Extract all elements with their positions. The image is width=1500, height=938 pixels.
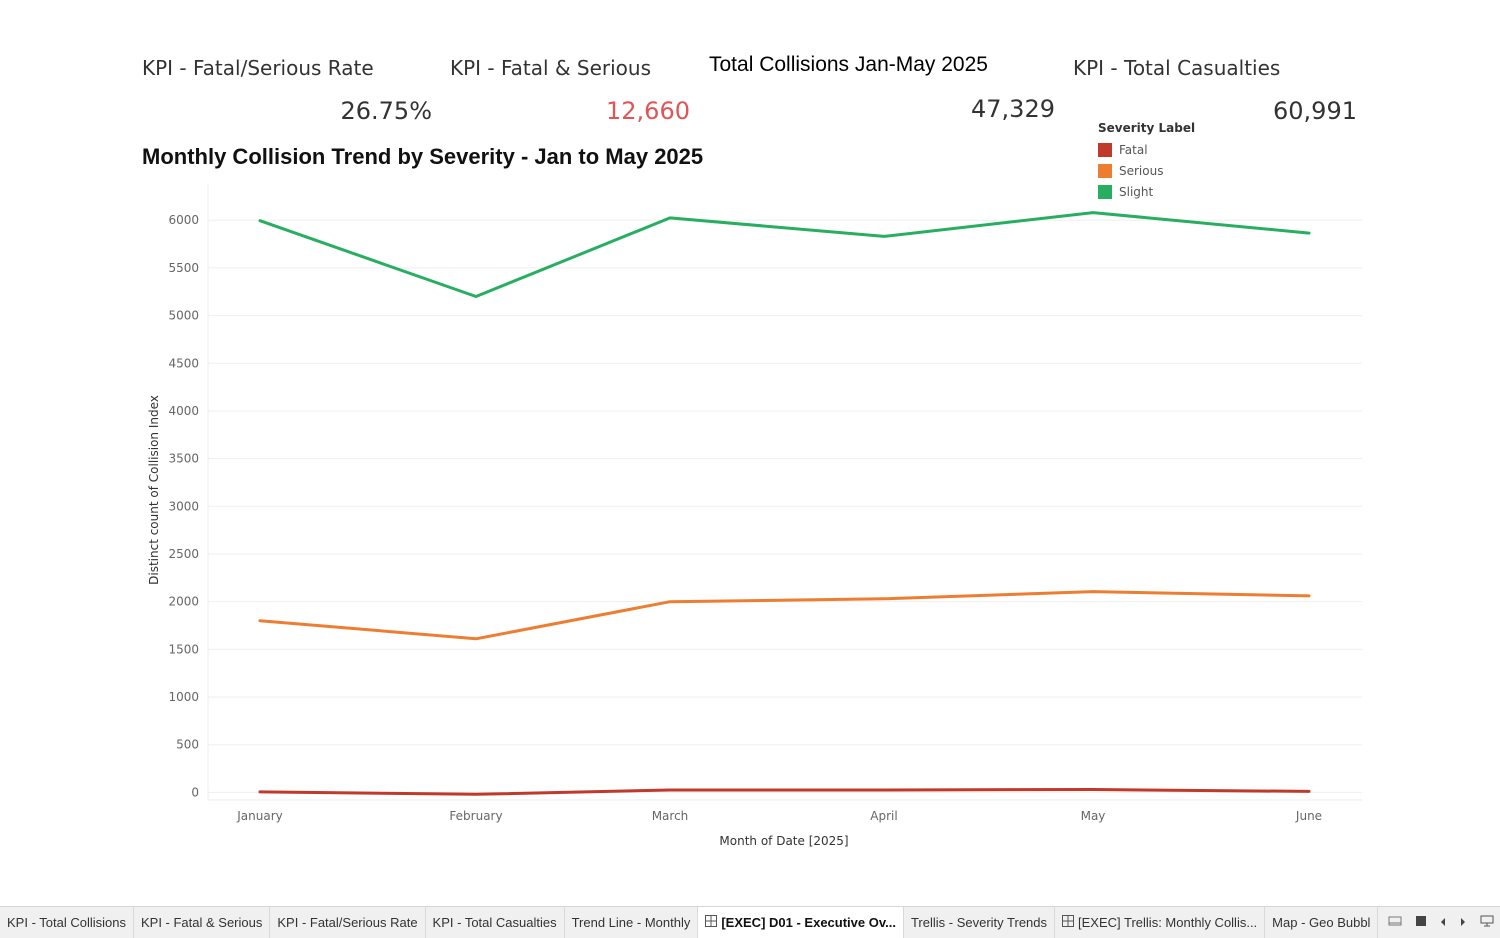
legend-swatch-fatal [1098,142,1112,157]
legend[interactable]: Severity Label Fatal Serious Slight [1098,121,1195,202]
filmstrip-icon[interactable] [1388,915,1402,930]
x-tick-label: May [1081,809,1106,823]
legend-label-fatal: Fatal [1119,142,1148,157]
series-line-fatal [258,788,1311,796]
legend-item-fatal[interactable]: Fatal [1098,139,1195,160]
kpi-fatal-serious-title: KPI - Fatal & Serious [450,56,652,80]
series-line-slight [258,211,1311,298]
y-tick-label: 3000 [168,499,199,513]
legend-swatch-serious [1098,163,1112,178]
x-tick-label: April [870,809,897,823]
y-axis-title: Distinct count of Collision Index [147,395,161,585]
sheet-tab[interactable]: KPI - Fatal/Serious Rate [270,907,426,938]
sheet-tab-label: [EXEC] Trellis: Monthly Collis... [1078,915,1258,930]
sheet-tab[interactable]: KPI - Fatal & Serious [134,907,271,938]
y-tick-label: 4500 [168,356,199,370]
legend-label-slight: Slight [1119,184,1154,199]
y-tick-label: 1500 [168,642,199,656]
sheet-tab-label: [EXEC] D01 - Executive Ov... [721,915,896,930]
dashboard-icon [1062,915,1075,930]
y-tick-label: 0 [191,785,199,799]
sheet-tab-controls [1382,907,1500,938]
y-tick-label: 6000 [168,213,199,227]
legend-label-serious: Serious [1119,163,1164,178]
chart-title: Monthly Collision Trend by Severity - Ja… [142,144,704,169]
x-tick-label: June [1295,809,1322,823]
sheet-tab-label: KPI - Total Casualties [432,915,557,930]
sheet-tab-label: KPI - Fatal/Serious Rate [277,915,418,930]
sheet-tab[interactable]: Trend Line - Monthly [565,907,699,938]
sheet-tab-label: Map - Geo Bubbl [1272,915,1371,930]
sheet-tab[interactable]: Map - Geo Bubbl [1265,907,1379,938]
series-line-serious [258,590,1311,641]
y-tick-label: 500 [176,738,199,752]
sheet-tab[interactable]: [EXEC] Trellis: Monthly Collis... [1055,907,1266,938]
legend-swatch-slight [1098,184,1112,199]
kpi-fatal-serious-rate-value: 26.75% [340,97,432,125]
kpi-total-casualties-value: 60,991 [1273,97,1357,125]
presentation-icon[interactable] [1480,915,1494,930]
sheet-tab[interactable]: Trellis - Severity Trends [904,907,1056,938]
sheet-tab[interactable]: KPI - Total Casualties [426,907,565,938]
sheet-tab[interactable]: [EXEC] D01 - Executive Ov... [698,907,904,938]
kpi-total-casualties-title: KPI - Total Casualties [1073,56,1281,80]
kpi-total-collisions-value: 47,329 [971,95,1055,123]
kpi-fatal-serious-value: 12,660 [606,97,690,125]
sheet-tab-label: Trellis - Severity Trends [910,915,1048,930]
line-chart: 0 500 1000 1500 2000 2500 3000 3500 4000 4500 5000… [147,184,1362,848]
dashboard-icon [705,915,718,930]
y-tick-label: 4000 [168,404,199,418]
x-tick-label: January [236,809,283,823]
sheet-tab-label: KPI - Total Collisions [7,915,126,930]
sheet-tab-bar: KPI - Total Collisions KPI - Fatal & Seri… [0,906,1500,938]
y-tick-label: 3500 [168,452,199,466]
y-tick-label: 1000 [168,690,199,704]
legend-item-serious[interactable]: Serious [1098,160,1195,181]
sheet-tabs: KPI - Total Collisions KPI - Fatal & Seri… [0,907,1379,938]
y-tick-label: 5500 [168,261,199,275]
prev-icon[interactable] [1439,916,1447,930]
y-tick-label: 2000 [168,595,199,609]
kpi-total-collisions-title: Total Collisions Jan-May 2025 [709,53,988,76]
y-tick-label: 2500 [168,547,199,561]
y-tick-label: 5000 [168,309,199,323]
grid-icon[interactable] [1415,915,1427,930]
sheet-tab-label: Trend Line - Monthly [571,915,691,930]
x-axis-title: Month of Date [2025] [719,834,848,848]
x-tick-label: February [449,809,502,823]
legend-title: Severity Label [1098,121,1196,135]
kpi-fatal-serious-rate-title: KPI - Fatal/Serious Rate [142,56,374,80]
next-icon[interactable] [1459,916,1467,930]
x-tick-label: March [652,809,689,823]
sheet-tab[interactable]: KPI - Total Collisions [0,907,134,938]
legend-item-slight[interactable]: Slight [1098,181,1195,202]
sheet-tab-label: KPI - Fatal & Serious [140,915,263,930]
